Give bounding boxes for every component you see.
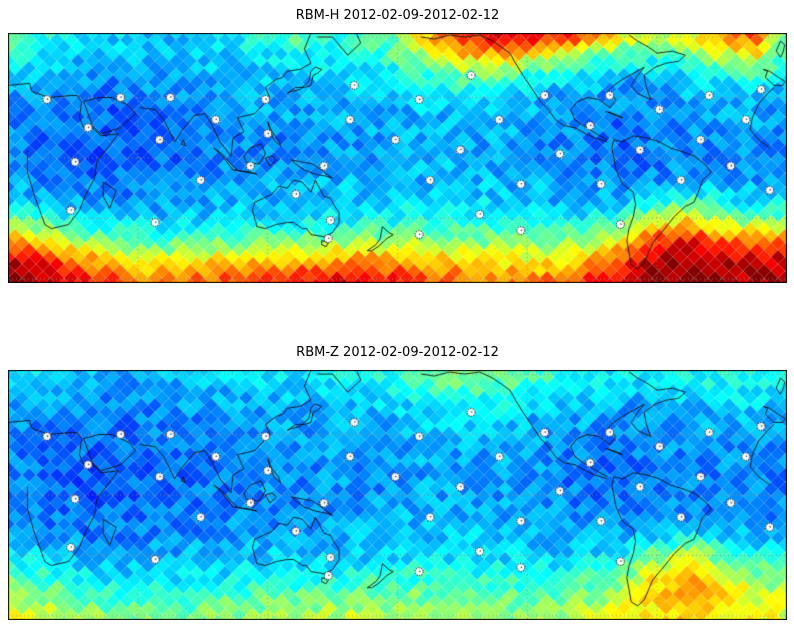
panel-title-rbm-z: RBM-Z 2012-02-09-2012-02-12 xyxy=(296,345,499,360)
rbm-h-map xyxy=(8,33,787,283)
rbm-z-map xyxy=(8,370,787,620)
panel-title-rbm-h: RBM-H 2012-02-09-2012-02-12 xyxy=(295,8,500,23)
